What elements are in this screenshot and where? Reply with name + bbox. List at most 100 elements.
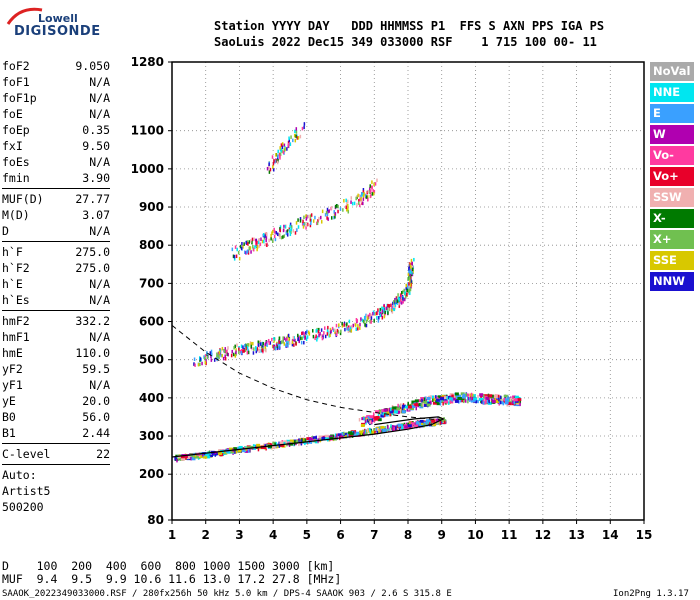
echo-point xyxy=(409,276,411,280)
echo-point xyxy=(337,204,339,209)
echo-point xyxy=(259,345,261,349)
echo-point xyxy=(359,326,361,330)
echo-point xyxy=(218,350,221,355)
echo-point xyxy=(289,232,292,237)
echo-point xyxy=(405,294,407,299)
echo-point xyxy=(347,329,350,333)
echo-point xyxy=(357,327,359,331)
echo-point xyxy=(282,228,285,233)
echo-point xyxy=(349,326,352,331)
echo-point xyxy=(402,297,404,301)
echo-point xyxy=(392,301,394,306)
echo-point xyxy=(242,449,247,453)
echo-point xyxy=(317,330,320,334)
x-tick-label: 6 xyxy=(336,528,344,542)
echo-point xyxy=(320,334,323,338)
echo-point xyxy=(282,235,284,239)
echo-point xyxy=(393,410,398,414)
echo-point xyxy=(325,210,328,215)
echo-point xyxy=(358,194,361,198)
echo-point xyxy=(316,328,318,333)
echo-point xyxy=(280,235,283,240)
echo-point xyxy=(314,215,316,220)
echo-point xyxy=(286,233,289,237)
echo-point xyxy=(230,353,233,358)
echo-point xyxy=(388,407,391,412)
echo-point xyxy=(343,323,345,327)
echo-point xyxy=(247,242,249,246)
echo-point xyxy=(304,441,306,446)
echo-point xyxy=(287,344,289,348)
echo-point xyxy=(512,395,517,399)
echo-point xyxy=(365,195,368,199)
echo-point xyxy=(449,400,454,404)
echo-point xyxy=(359,433,361,437)
echo-point xyxy=(309,218,312,222)
echo-point xyxy=(310,213,313,217)
echo-point xyxy=(296,136,299,140)
echo-point xyxy=(414,399,419,403)
echo-point xyxy=(250,342,252,346)
echo-point xyxy=(321,436,326,440)
echo-point xyxy=(352,433,357,437)
echo-point xyxy=(494,400,499,404)
footer-distance-row: D 100 200 400 600 800 1000 1500 3000 [km… xyxy=(2,559,335,573)
echo-point xyxy=(366,190,369,195)
echo-point xyxy=(257,240,260,245)
echo-point xyxy=(408,269,410,274)
echo-point xyxy=(299,217,302,221)
echo-point xyxy=(347,206,349,211)
echo-point xyxy=(312,219,315,223)
echo-point xyxy=(204,360,207,365)
echo-point xyxy=(324,434,329,438)
echo-point xyxy=(218,355,220,360)
echo-point xyxy=(423,403,428,407)
echo-point xyxy=(301,438,303,442)
echo-point xyxy=(403,288,405,293)
echo-point xyxy=(413,257,415,262)
echo-point xyxy=(290,230,292,235)
echo-point xyxy=(433,395,436,400)
logo-digisonde-text: DIGISONDE xyxy=(14,24,101,39)
echo-point xyxy=(438,420,441,424)
echo-point xyxy=(283,143,286,148)
echo-point xyxy=(423,397,426,402)
echo-point xyxy=(224,356,227,361)
echo-point xyxy=(259,339,262,344)
echo-point xyxy=(419,422,422,426)
echo-point xyxy=(231,349,233,354)
echo-point xyxy=(400,294,403,298)
echo-point xyxy=(252,341,254,346)
echo-point xyxy=(374,182,377,186)
echo-point xyxy=(253,237,255,242)
logo-swoosh-icon xyxy=(6,7,43,25)
echo-point xyxy=(379,428,382,433)
echo-point xyxy=(312,334,315,339)
echo-point xyxy=(206,455,211,459)
param-row-fmin: fmin 3.90 xyxy=(2,170,110,186)
echo-point xyxy=(461,395,466,399)
y-tick-label: 500 xyxy=(139,353,164,367)
echo-point xyxy=(426,397,431,401)
echo-point xyxy=(246,345,249,350)
echo-point xyxy=(502,401,505,406)
echo-point xyxy=(203,455,208,459)
echo-point xyxy=(507,396,509,400)
echo-point xyxy=(288,341,291,345)
echo-point xyxy=(367,416,372,420)
echo-point xyxy=(368,427,371,432)
electron-density-profile-curve xyxy=(172,416,445,458)
echo-point xyxy=(373,319,375,323)
echo-point xyxy=(355,318,358,322)
echo-point xyxy=(376,430,379,435)
echo-point xyxy=(242,349,244,353)
param-row-hmf1: hmF1 N/A xyxy=(2,329,110,345)
echo-point xyxy=(404,405,409,409)
param-label: foEp xyxy=(2,123,30,137)
echo-point xyxy=(294,138,297,143)
muf-dashed-curve xyxy=(172,325,442,421)
echo-point xyxy=(267,338,270,343)
echo-point xyxy=(317,219,319,223)
echo-point xyxy=(409,291,411,295)
